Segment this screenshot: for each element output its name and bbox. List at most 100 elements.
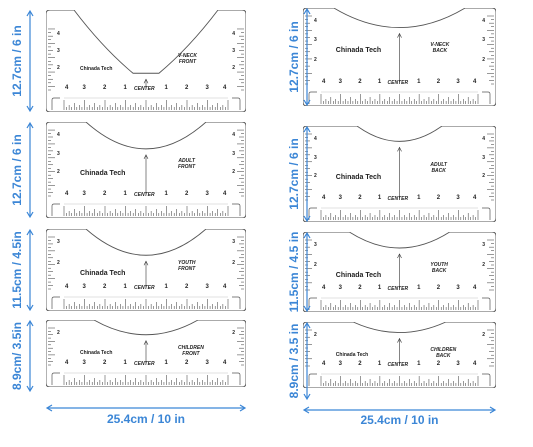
ruler-outline (303, 126, 496, 222)
side-number: 2 (57, 330, 60, 336)
brand-label: Chinada Tech (335, 174, 382, 181)
ruler-1: Chinada Tech V-NECK FRONT CENTER 4 3 2 1 1 2 3 4 4 4 3… (46, 10, 246, 112)
side-number: 2 (314, 262, 317, 268)
height-label: 12.7cm / 6 in (287, 21, 301, 93)
height-label: 12.7cm / 6 in (287, 138, 301, 210)
scale-number: 1 (123, 85, 127, 91)
side-number: 3 (482, 37, 485, 44)
center-label: CENTER (134, 192, 155, 198)
style-label-line: BACK (431, 268, 447, 275)
center-label: CENTER (387, 362, 409, 368)
ruler-7: Chinada Tech YOUTH BACK CENTER 4 3 2 1 1 2 3 4 3 3 2 2 (303, 232, 496, 312)
style-label-line: FRONT (182, 351, 200, 358)
scale-number: 2 (436, 285, 441, 291)
scale-number: 1 (417, 79, 421, 85)
height-arrow (26, 319, 34, 393)
ruler-6: Chinada Tech ADULT BACK CENTER 4 3 2 1 1 2 3 4 4 4 3 3 2… (303, 126, 496, 222)
style-label-line: ADULT (178, 158, 195, 165)
style-label-line: FRONT (178, 164, 196, 171)
scale-number: 1 (164, 85, 168, 91)
scale-number: 1 (164, 360, 168, 366)
scale-number: 1 (164, 284, 168, 290)
style-label-line: BACK (432, 48, 448, 55)
scale-number: 4 (322, 195, 326, 201)
scale-number: 2 (103, 85, 107, 91)
side-number: 3 (482, 242, 485, 248)
height-arrow (26, 9, 34, 113)
style-label: V-NECK FRONT (178, 53, 197, 65)
side-number: 3 (482, 154, 485, 161)
style-label: ADULT FRONT (178, 158, 195, 170)
side-number: 2 (314, 173, 317, 180)
scale-number: 2 (436, 361, 441, 367)
scale-number: 3 (456, 195, 460, 201)
side-number: 3 (57, 150, 60, 157)
brand-label: Chinada Tech (80, 350, 113, 357)
scale-number: 4 (65, 284, 69, 290)
scale-number: 4 (65, 85, 69, 91)
scale-number: 2 (185, 191, 189, 197)
scale-number: 4 (65, 360, 69, 366)
scale-number: 3 (205, 191, 209, 197)
ruler-4: Chinada Tech CHILDREN FRONT CENTER 4 3 2 1 1 2 3 4 2… (46, 320, 246, 387)
side-number: 4 (482, 18, 485, 24)
scale-number: 2 (436, 195, 441, 201)
brand-label: Chinada Tech (335, 47, 382, 55)
side-number: 3 (314, 242, 317, 248)
scale-number: 1 (123, 191, 127, 197)
scale-number: 4 (223, 191, 227, 197)
height-label: 12.7cm / 6 in (10, 134, 24, 206)
style-label: CHILDREN FRONT (178, 345, 204, 357)
side-number: 2 (314, 56, 317, 63)
scale-number: 1 (164, 191, 168, 197)
scale-number: 4 (473, 195, 477, 201)
scale-number: 1 (377, 361, 382, 367)
style-label: ADULT BACK (430, 162, 447, 174)
side-number: 2 (482, 56, 485, 63)
style-label-line: FRONT (178, 58, 197, 65)
scale-number: 4 (322, 79, 326, 85)
scale-number: 1 (123, 284, 127, 290)
scale-number: 2 (358, 285, 362, 291)
ruler-outline (303, 8, 496, 106)
ruler-2: Chinada Tech ADULT FRONT CENTER 4 3 2 1 1 2 3 4 4 4 3 3… (46, 122, 246, 218)
style-label-line: CHILDREN (178, 345, 204, 352)
ruler-5: Chinada Tech V-NECK BACK CENTER 4 3 2 1 1 2 3 4 4 4 3 3… (303, 8, 496, 106)
scale-number: 3 (82, 85, 86, 91)
scale-number: 3 (82, 360, 86, 366)
style-label-line: CHILDREN (430, 347, 457, 354)
ruler-outline (46, 229, 246, 311)
side-number: 3 (314, 154, 317, 161)
scale-number: 2 (185, 360, 189, 366)
height-label: 8.9cm / 3.5 in (287, 323, 301, 399)
scale-number: 4 (473, 361, 477, 367)
scale-number: 1 (417, 285, 421, 291)
scale-number: 4 (322, 285, 326, 291)
scale-number: 2 (358, 361, 362, 367)
side-number: 4 (232, 132, 235, 139)
side-number: 2 (232, 169, 235, 176)
scale-number: 3 (338, 285, 342, 291)
side-number: 2 (482, 262, 485, 268)
ruler-8: Chinada Tech CHILDREN BACK CENTER 4 3 2 1 1 2 3 4 2 2 (303, 322, 496, 388)
scale-number: 4 (65, 191, 69, 197)
height-arrow (303, 231, 311, 313)
height-label: 11.5cm / 4.5 in (287, 231, 301, 313)
brand-label: Chinada Tech (80, 170, 126, 177)
scale-number: 3 (338, 361, 342, 367)
side-number: 2 (232, 330, 235, 336)
scale-number: 3 (205, 360, 209, 366)
side-number: 2 (482, 332, 485, 338)
scale-number: 3 (338, 195, 342, 201)
side-number: 4 (57, 30, 60, 37)
style-label-line: ADULT (430, 162, 447, 169)
scale-number: 2 (185, 85, 189, 91)
side-number: 4 (232, 30, 235, 37)
style-label-line: YOUTH (430, 262, 448, 269)
side-number: 3 (232, 47, 235, 54)
height-label: 11.5cm / 4.5in (10, 231, 24, 309)
side-number: 2 (57, 64, 60, 71)
side-number: 2 (482, 173, 485, 180)
scale-number: 2 (103, 284, 107, 290)
side-number: 2 (57, 169, 60, 176)
